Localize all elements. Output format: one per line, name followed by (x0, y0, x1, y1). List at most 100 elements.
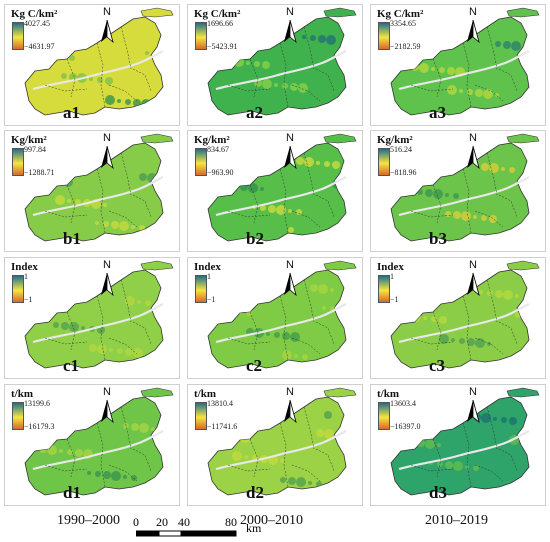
map-c1-region (24, 260, 174, 369)
island-shape (506, 387, 540, 398)
legend-color-ramp (378, 22, 390, 50)
map-c3-region (390, 260, 540, 369)
legend-min-a3: −2182.59 (390, 42, 421, 51)
map-panel-a3: Kg C/km² 3354.65 −2182.59 N a3 (370, 4, 546, 126)
panel-label-a3: a3 (429, 103, 446, 122)
scale-unit: km (246, 521, 262, 535)
island-shape (140, 387, 174, 398)
region-shape (207, 269, 347, 369)
island-shape (506, 7, 540, 18)
map-panel-a2: Kg C/km² 1696.66 −5423.91 N a2 (187, 4, 363, 126)
legend-min-c1: −1 (24, 295, 33, 304)
period-label-2000-2010: 2000–2010 (240, 513, 303, 528)
legend-max-c1: 1 (24, 272, 28, 281)
legend-max-d1: 13199.6 (24, 399, 50, 408)
legend-min-b2: −963.90 (207, 168, 234, 177)
panel-label-d1: d1 (63, 483, 81, 502)
legend-unit-a3: Kg C/km² (377, 8, 424, 20)
panel-label-c3: c3 (429, 356, 446, 375)
legend-unit-d2: t/km (194, 388, 216, 400)
north-arrow-icon: N (97, 6, 117, 44)
river-line (398, 303, 530, 344)
legend-color-ramp (378, 148, 390, 176)
map-d2-region (207, 387, 357, 496)
map-d1-region (24, 387, 174, 496)
map-panel-c2: Index 1 −1 N c2 (187, 257, 363, 379)
period-label-1990-2000: 1990–2000 (57, 513, 120, 528)
legend-color-ramp (12, 402, 24, 430)
map-c2-region (207, 260, 357, 369)
map-panel-b3: Kg/km² 516.24 −818.96 N b3 (370, 130, 546, 252)
legend-min-d1: −16179.3 (24, 422, 55, 431)
region-shape (390, 396, 530, 496)
legend-min-a1: −4631.97 (24, 42, 55, 51)
panel-label-b1: b1 (63, 229, 81, 248)
panel-label-c2: c2 (246, 356, 263, 375)
legend-unit-c2: Index (194, 261, 221, 273)
island-shape (506, 260, 540, 271)
panel-label-a2: a2 (246, 103, 263, 122)
legend-max-b3: 516.24 (390, 145, 412, 154)
island-shape (323, 133, 357, 144)
map-panel-a1: Kg C/km² 4027.45 −4631.97 N a1 (4, 4, 180, 126)
legend-unit-b3: Kg/km² (377, 134, 413, 146)
region-shape (24, 269, 164, 369)
panel-label-a1: a1 (63, 103, 80, 122)
map-b1-region (24, 133, 174, 242)
scale-bar: 0 20 40 80 km (133, 515, 359, 539)
legend-color-ramp (378, 275, 390, 303)
legend-color-ramp (195, 402, 207, 430)
legend-color-ramp (12, 22, 24, 50)
map-a3-region (390, 7, 540, 116)
river-line (215, 303, 347, 344)
legend-color-ramp (195, 148, 207, 176)
region-shape (24, 142, 164, 242)
map-a1-region (24, 7, 174, 116)
legend-min-b1: −1288.71 (24, 168, 55, 177)
map-panel-b1: Kg/km² 997.84 −1288.71 N b1 (4, 130, 180, 252)
island-shape (140, 133, 174, 144)
north-arrow-icon: N (97, 386, 117, 424)
panel-label-b2: b2 (246, 229, 264, 248)
north-arrow-icon: N (97, 259, 117, 297)
legend-max-c3: 1 (390, 272, 394, 281)
scale-bar-graphic (136, 530, 237, 537)
region-shape (207, 142, 347, 242)
panel-label-d2: d2 (246, 483, 264, 502)
river-line (215, 430, 347, 471)
legend-min-d2: −11741.6 (207, 422, 238, 431)
scale-tick-0: 0 (133, 515, 139, 529)
legend-unit-b2: Kg/km² (194, 134, 230, 146)
north-arrow-icon: N (97, 132, 117, 170)
scale-tick-40: 40 (178, 515, 190, 529)
region-shape (24, 16, 164, 116)
legend-max-b2: 834.67 (207, 145, 229, 154)
river-line (398, 430, 530, 471)
legend-max-a2: 1696.66 (207, 19, 233, 28)
map-b2-region (207, 133, 357, 242)
north-arrow-icon: N (280, 132, 300, 170)
map-panel-b2: Kg/km² 834.67 −963.90 N b2 (187, 130, 363, 252)
legend-unit-d3: t/km (377, 388, 399, 400)
river-line (398, 50, 530, 91)
legend-max-b1: 997.84 (24, 145, 46, 154)
map-panel-d2: t/km 13810.4 −11741.6 N d2 (187, 384, 363, 506)
legend-unit-b1: Kg/km² (11, 134, 47, 146)
region-shape (207, 16, 347, 116)
legend-min-c3: −1 (390, 295, 399, 304)
legend-color-ramp (12, 148, 24, 176)
region-shape (390, 269, 530, 369)
river-line (398, 176, 530, 217)
legend-min-a2: −5423.91 (207, 42, 238, 51)
legend-color-ramp (378, 402, 390, 430)
map-b3-region (390, 133, 540, 242)
region-shape (390, 142, 530, 242)
legend-unit-a2: Kg C/km² (194, 8, 241, 20)
region-shape (24, 396, 164, 496)
north-arrow-icon: N (280, 6, 300, 44)
legend-color-ramp (195, 22, 207, 50)
legend-unit-a1: Kg C/km² (11, 8, 58, 20)
river-line (32, 303, 164, 344)
legend-max-a1: 4027.45 (24, 19, 50, 28)
panel-label-d3: d3 (429, 483, 447, 502)
